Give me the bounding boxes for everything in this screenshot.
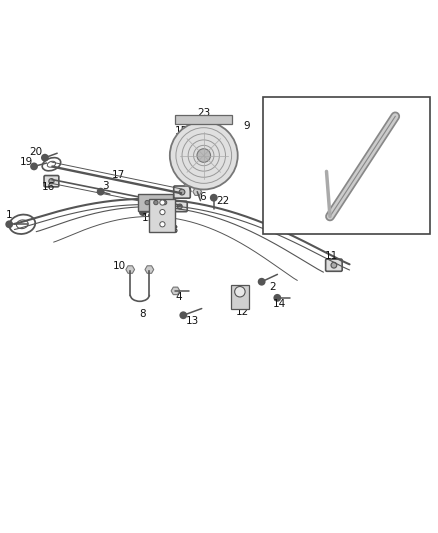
Circle shape [5, 220, 13, 228]
FancyBboxPatch shape [149, 199, 176, 232]
Circle shape [210, 194, 218, 201]
Circle shape [97, 188, 105, 196]
Text: 16: 16 [41, 182, 55, 192]
Text: 3: 3 [102, 181, 109, 191]
FancyBboxPatch shape [325, 259, 342, 271]
Circle shape [170, 122, 238, 189]
Circle shape [179, 189, 185, 195]
Circle shape [273, 294, 281, 302]
FancyBboxPatch shape [138, 194, 173, 211]
Circle shape [160, 209, 165, 215]
Text: 5: 5 [286, 216, 292, 226]
Text: 10: 10 [112, 261, 125, 271]
Circle shape [416, 203, 424, 211]
Circle shape [160, 222, 165, 227]
Circle shape [184, 179, 191, 187]
Text: 8: 8 [140, 309, 146, 319]
Text: 15: 15 [174, 126, 188, 136]
FancyBboxPatch shape [44, 175, 59, 187]
Text: 4: 4 [176, 292, 182, 302]
Circle shape [49, 179, 54, 184]
FancyBboxPatch shape [262, 97, 430, 234]
Circle shape [197, 149, 211, 163]
Text: 7: 7 [414, 101, 420, 111]
Text: 14: 14 [272, 299, 286, 309]
Circle shape [417, 109, 425, 117]
Circle shape [41, 154, 49, 161]
Circle shape [331, 262, 337, 268]
Circle shape [162, 200, 167, 205]
Polygon shape [193, 188, 201, 196]
Text: 11: 11 [325, 251, 338, 261]
Text: 9: 9 [244, 122, 250, 131]
Text: 22: 22 [217, 196, 230, 206]
Circle shape [139, 208, 147, 216]
Text: 23: 23 [198, 108, 211, 118]
Polygon shape [184, 179, 192, 186]
Text: 6: 6 [199, 192, 206, 202]
Text: 24: 24 [299, 163, 311, 173]
Circle shape [145, 200, 149, 205]
FancyBboxPatch shape [174, 186, 190, 198]
Circle shape [154, 200, 158, 205]
Circle shape [310, 169, 318, 177]
Circle shape [290, 211, 298, 219]
Text: 20: 20 [30, 147, 43, 157]
Polygon shape [126, 266, 134, 273]
Text: 19: 19 [20, 157, 33, 167]
Text: 1: 1 [6, 210, 13, 220]
Circle shape [177, 204, 182, 209]
Text: 18: 18 [166, 225, 179, 236]
Text: 12: 12 [237, 307, 250, 317]
Text: 6: 6 [184, 169, 191, 179]
Text: 17: 17 [112, 170, 126, 180]
Polygon shape [145, 266, 154, 273]
Polygon shape [310, 169, 318, 177]
Text: 19: 19 [142, 213, 155, 223]
Text: 13: 13 [186, 316, 200, 326]
Text: 2: 2 [270, 282, 276, 292]
Circle shape [235, 287, 245, 297]
FancyBboxPatch shape [231, 285, 249, 309]
Polygon shape [171, 287, 180, 295]
Circle shape [30, 163, 38, 171]
FancyBboxPatch shape [173, 201, 187, 212]
Circle shape [172, 287, 180, 295]
Circle shape [258, 278, 265, 286]
Circle shape [180, 311, 187, 319]
Circle shape [193, 188, 201, 196]
Circle shape [160, 200, 165, 205]
FancyBboxPatch shape [176, 115, 232, 124]
Text: 7: 7 [413, 208, 419, 218]
